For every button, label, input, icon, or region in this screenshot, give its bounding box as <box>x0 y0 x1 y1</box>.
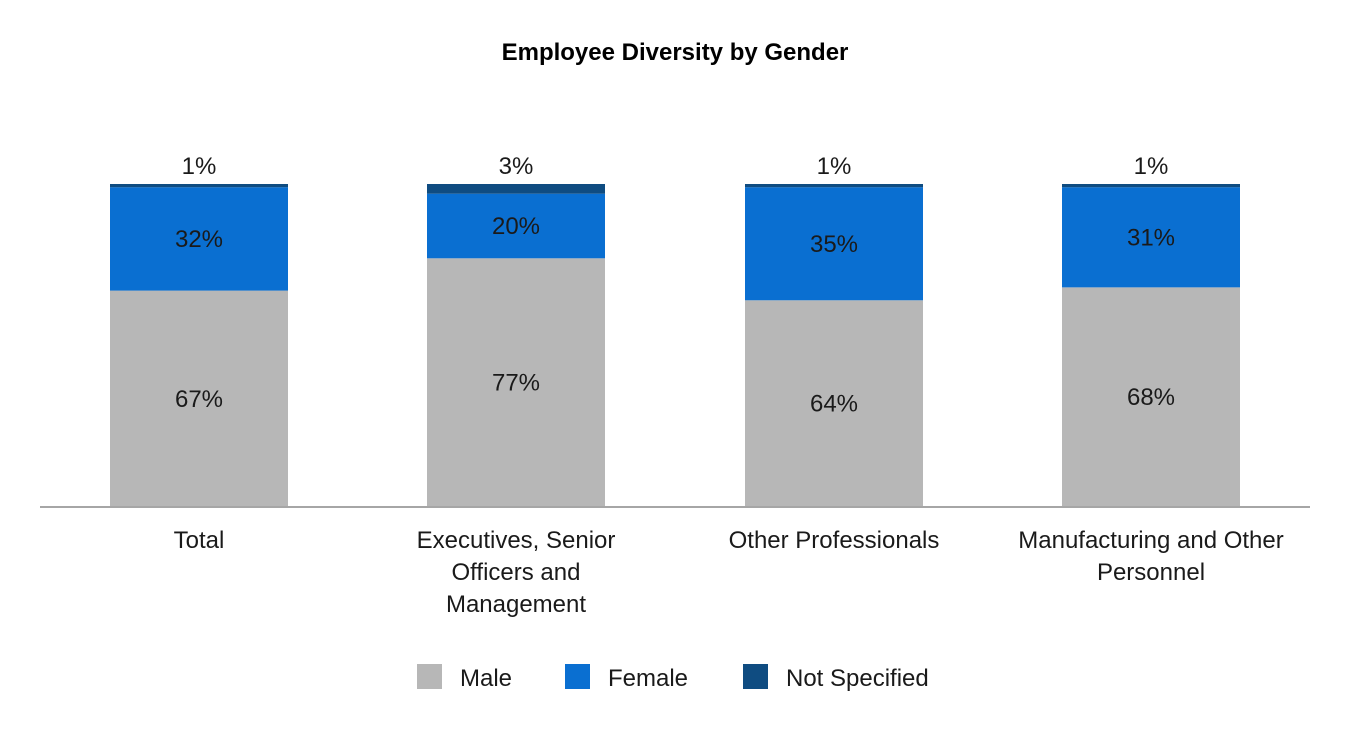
category-label-line: Personnel <box>1097 559 1205 586</box>
data-label-not-specified-1: 3% <box>499 153 534 180</box>
data-label-female-0: 32% <box>175 226 223 253</box>
legend-label-female: Female <box>608 665 688 692</box>
legend-label-not-specified: Not Specified <box>786 665 929 692</box>
data-label-male-0: 67% <box>175 386 223 413</box>
category-label-1: Executives, Senior Officers and Management <box>417 527 616 618</box>
bar-female-0 <box>110 187 288 291</box>
bar-female-3 <box>1062 187 1240 288</box>
data-label-male-1: 77% <box>492 370 540 397</box>
legend: Male Female Not Specified <box>417 664 929 692</box>
bar-not-specified-0 <box>110 184 288 188</box>
category-label-line: Management <box>446 591 586 618</box>
bar-male-3 <box>1062 287 1240 507</box>
category-label-3: Manufacturing and Other Personnel <box>1018 527 1284 586</box>
legend-swatch-male <box>417 664 442 689</box>
chart-title: Employee Diversity by Gender <box>502 39 849 66</box>
legend-swatch-not-specified <box>743 664 768 689</box>
data-label-female-1: 20% <box>492 213 540 240</box>
category-label-line: Total <box>174 527 225 554</box>
data-label-not-specified-0: 1% <box>182 153 217 180</box>
data-label-female-3: 31% <box>1127 224 1175 251</box>
bar-male-2 <box>745 300 923 507</box>
category-label-line: Executives, Senior <box>417 527 616 554</box>
bar-not-specified-2 <box>745 184 923 188</box>
bar-male-1 <box>427 258 605 507</box>
data-label-not-specified-2: 1% <box>817 153 852 180</box>
category-label-line: Officers and <box>452 559 581 586</box>
bars-layer: 67% 32% 1% 77% 20% 3% 64% 35% 1% 68% 31% 1% <box>110 153 1240 507</box>
legend-label-male: Male <box>460 665 512 692</box>
data-label-male-2: 64% <box>810 391 858 418</box>
category-labels: Total Executives, Senior Officers and Manag… <box>174 527 1284 618</box>
category-label-0: Total <box>174 527 225 554</box>
legend-swatch-female <box>565 664 590 689</box>
data-label-not-specified-3: 1% <box>1134 153 1169 180</box>
category-label-line: Manufacturing and Other <box>1018 527 1284 554</box>
data-label-male-3: 68% <box>1127 384 1175 411</box>
bar-not-specified-3 <box>1062 184 1240 188</box>
bar-female-2 <box>745 187 923 301</box>
category-label-2: Other Professionals <box>729 527 940 554</box>
bar-not-specified-1 <box>427 184 605 194</box>
bar-female-1 <box>427 193 605 259</box>
bar-male-0 <box>110 290 288 507</box>
data-label-female-2: 35% <box>810 231 858 258</box>
category-label-line: Other Professionals <box>729 527 940 554</box>
